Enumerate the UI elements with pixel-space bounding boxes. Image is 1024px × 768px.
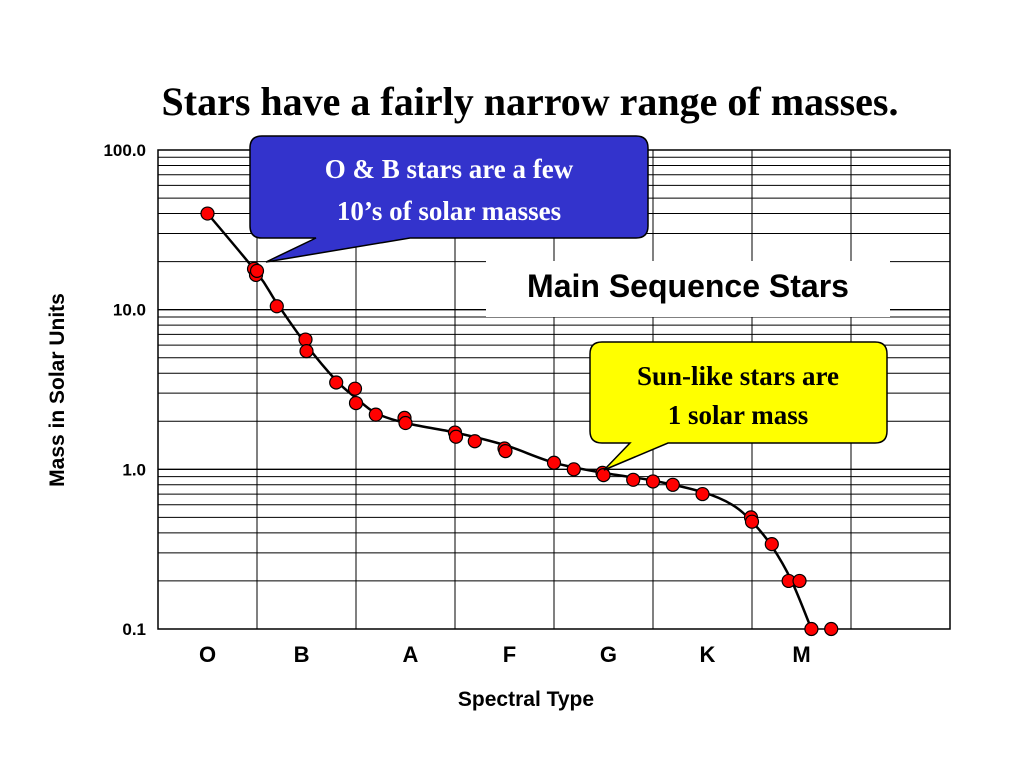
callout-sun (589, 341, 888, 471)
y-tick-label: 0.1 (122, 620, 146, 639)
data-point (200, 206, 215, 221)
chart-title: Main Sequence Stars (527, 268, 849, 304)
y-tick-label: 1.0 (122, 460, 146, 479)
data-point (645, 474, 661, 489)
data-point (298, 332, 313, 347)
data-point (596, 468, 611, 483)
data-point (626, 472, 641, 487)
x-axis-title: Spectral Type (458, 688, 594, 711)
data-point (467, 434, 482, 449)
data-point (398, 415, 413, 431)
x-tick-label: A (403, 642, 419, 667)
data-point (665, 477, 680, 492)
data-point (348, 395, 364, 411)
callout-ob (249, 135, 649, 263)
data-point (764, 537, 779, 552)
y-tick-label: 100.0 (103, 141, 146, 160)
callout-sun-text: 1 solar mass (668, 400, 809, 430)
data-point (695, 486, 710, 502)
data-point (299, 344, 314, 359)
x-tick-label: F (503, 642, 516, 667)
y-axis-title: Mass in Solar Units (46, 293, 69, 487)
data-point (249, 263, 265, 278)
data-point (347, 381, 363, 396)
chart-title-box (486, 261, 890, 317)
data-point (566, 462, 581, 477)
callout-ob-text: O & B stars are a few (325, 154, 574, 184)
data-point (546, 455, 562, 470)
data-point (498, 444, 513, 459)
data-point (792, 573, 807, 589)
data-point (804, 621, 819, 637)
data-point (269, 299, 284, 314)
x-tick-label: B (294, 642, 310, 667)
callout-sun-text: Sun-like stars are (637, 361, 839, 391)
callout-ob-text: 10’s of solar masses (337, 196, 561, 226)
data-point (329, 375, 344, 390)
x-tick-label: M (792, 642, 810, 667)
slide-title: Stars have a fairly narrow range of mass… (161, 79, 899, 124)
data-point (368, 407, 383, 422)
data-point (448, 429, 464, 444)
data-point (824, 621, 839, 637)
data-point (744, 514, 760, 529)
x-tick-label: O (199, 642, 216, 667)
y-tick-label: 10.0 (113, 301, 146, 320)
x-tick-label: G (600, 642, 617, 667)
x-tick-label: K (700, 642, 716, 667)
